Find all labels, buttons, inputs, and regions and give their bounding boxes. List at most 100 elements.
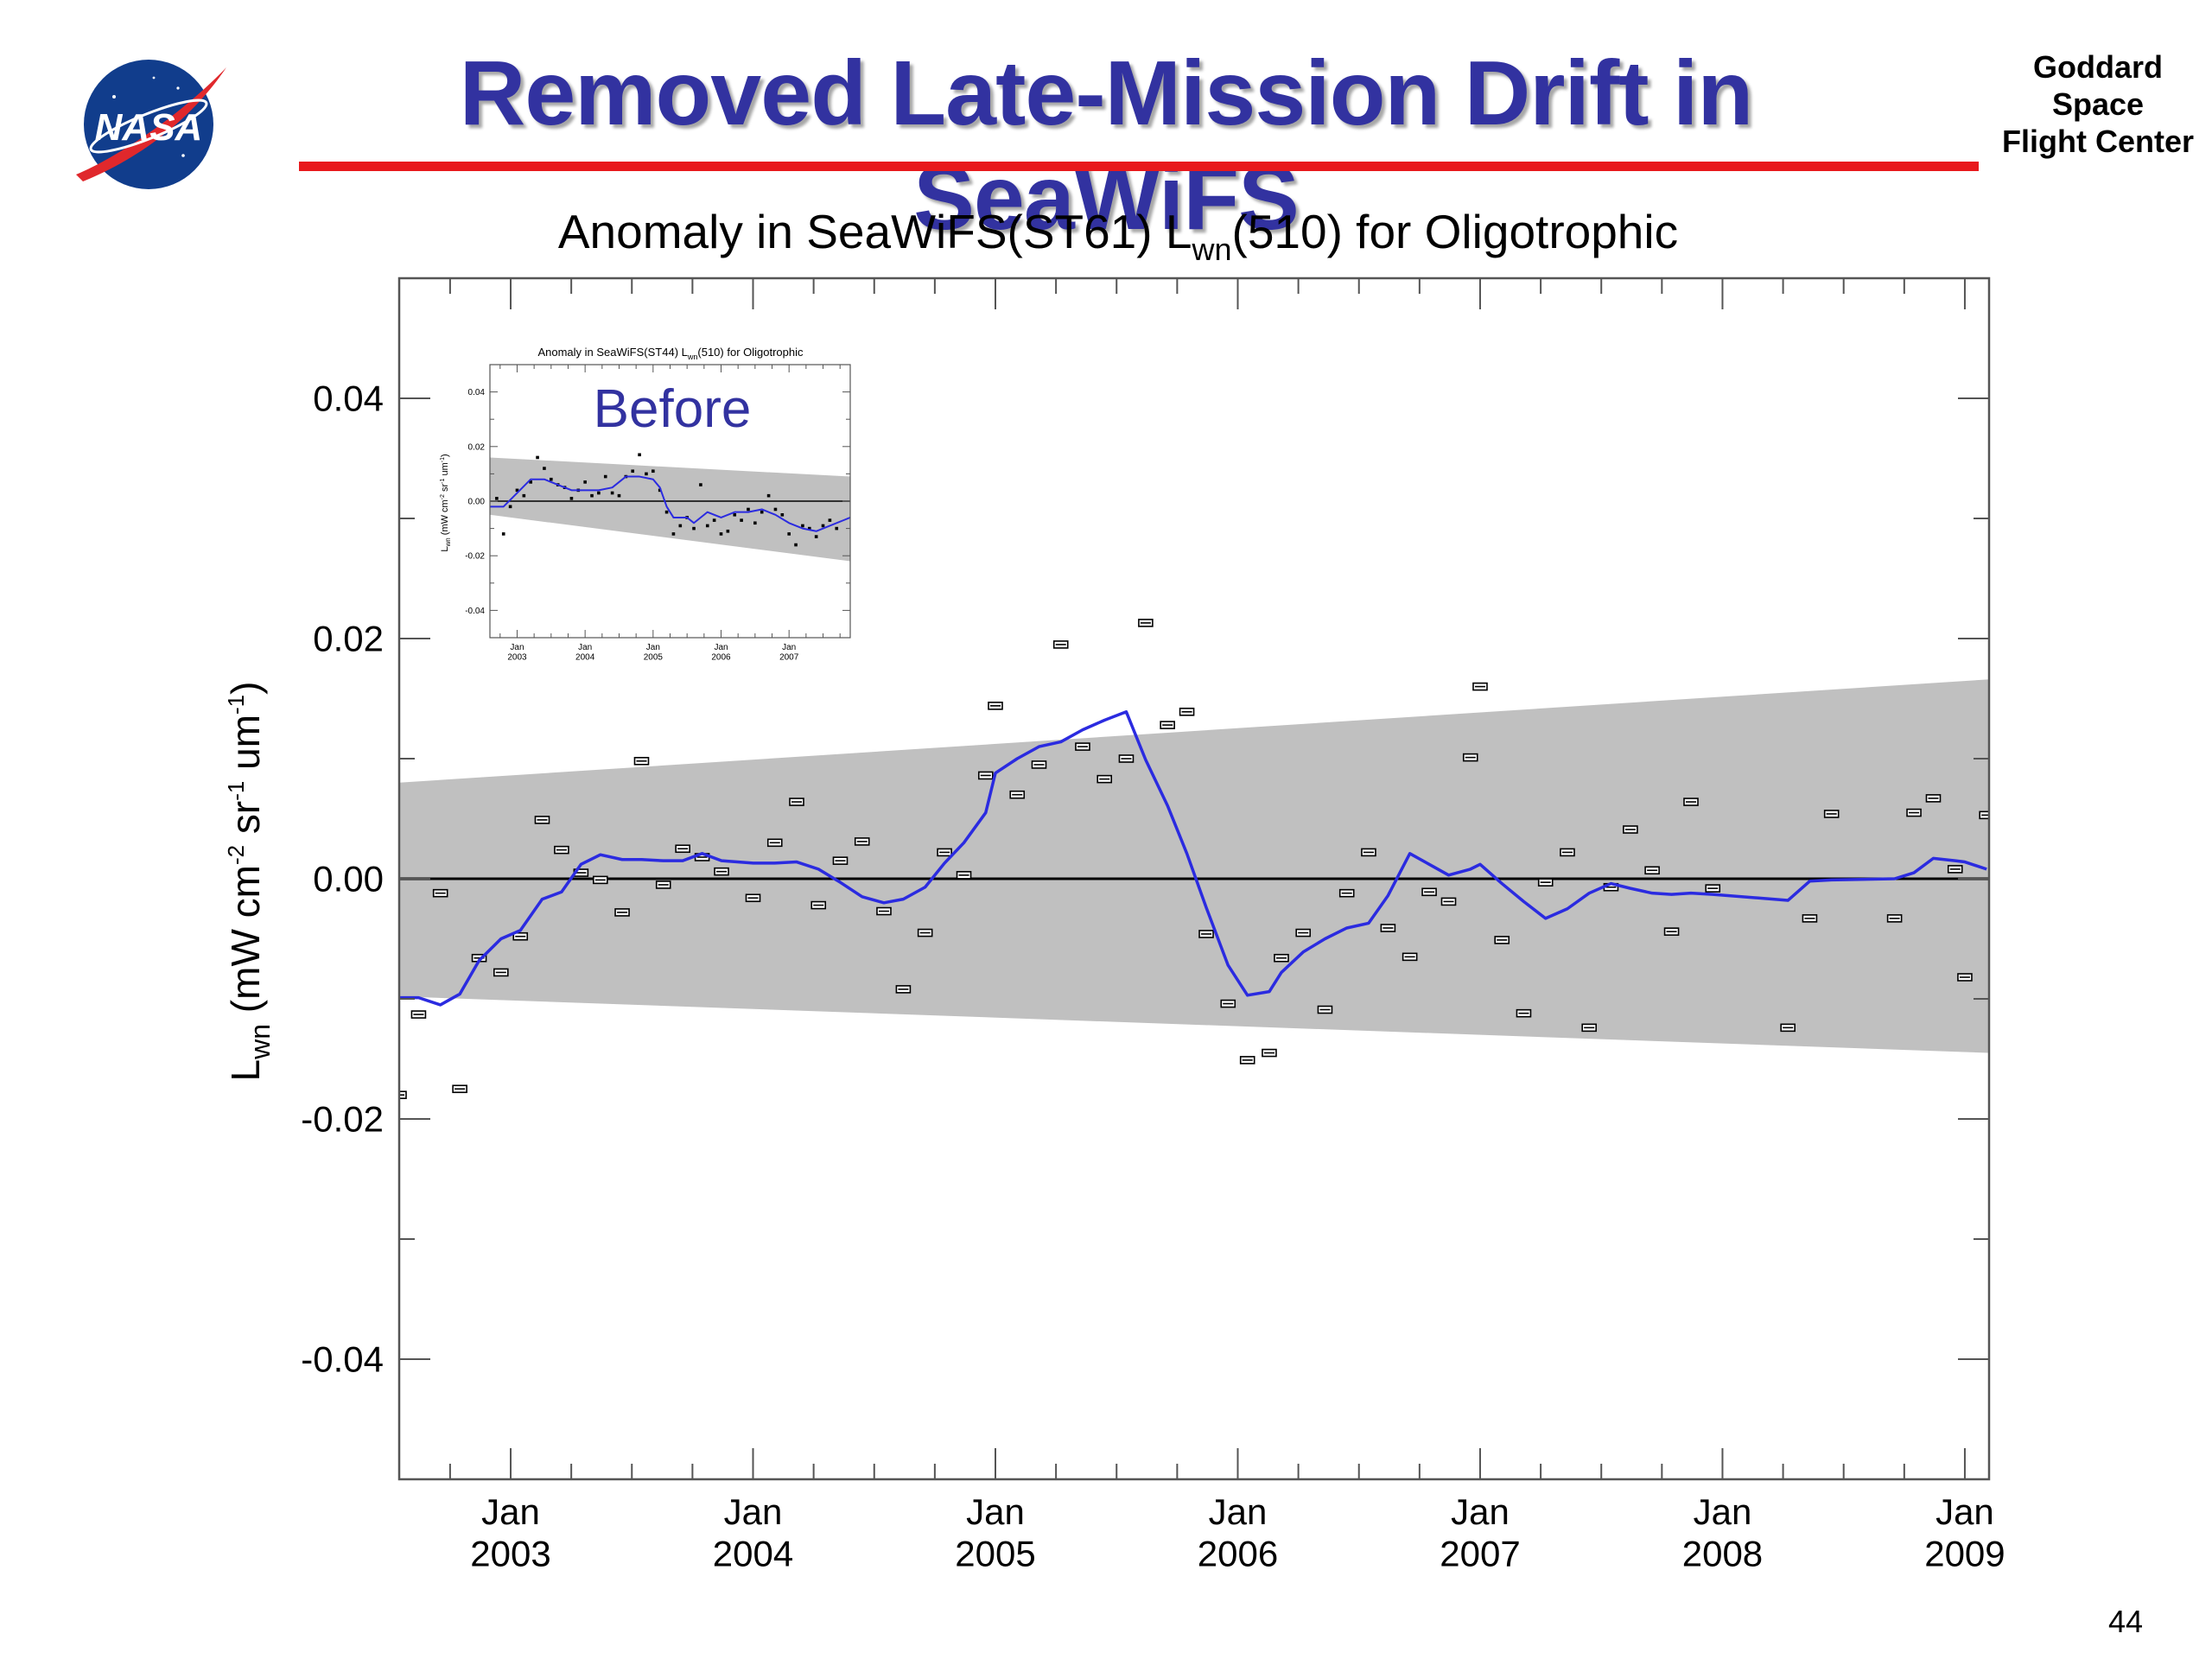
main-data-point bbox=[493, 968, 509, 977]
main-data-point bbox=[410, 1010, 427, 1019]
main-data-point bbox=[1031, 760, 1047, 769]
main-x-tick-label: Jan 2008 bbox=[1682, 1491, 1763, 1573]
main-x-tick-label-month: Jan bbox=[1451, 1491, 1510, 1532]
main-data-point bbox=[988, 702, 1003, 710]
inset-title-part-2: (510) for Oligotrophic bbox=[697, 346, 804, 359]
y-axis-label-part-3: sr bbox=[223, 801, 268, 845]
main-data-point bbox=[1402, 952, 1418, 962]
main-data-point bbox=[614, 908, 630, 917]
inset-y-axis-label: Lwn (mW cm-2 sr-1 um-1) bbox=[440, 454, 452, 551]
inset-ylabel-sup-2: -1 bbox=[440, 479, 446, 484]
main-x-tick-label-month: Jan bbox=[1936, 1491, 1994, 1532]
main-data-point bbox=[1494, 936, 1510, 944]
inset-x-tick-label-year: 2005 bbox=[644, 653, 664, 663]
inset-chart: Anomaly in SeaWiFS(ST44) Lwn(510) for Ol… bbox=[440, 346, 851, 663]
main-data-point bbox=[1198, 930, 1214, 938]
main-data-point bbox=[1380, 924, 1396, 932]
main-data-point bbox=[554, 845, 569, 855]
inset-ylabel-part-1: L bbox=[440, 547, 450, 552]
main-data-point bbox=[1052, 640, 1069, 649]
inset-y-tick-label: 0.02 bbox=[468, 442, 486, 452]
inset-x-tick-label: Jan 2007 bbox=[779, 643, 799, 663]
inset-data-point bbox=[719, 532, 723, 536]
inset-data-point bbox=[835, 526, 839, 531]
main-data-point bbox=[593, 875, 608, 885]
inset-smoothed-line bbox=[490, 475, 850, 532]
inset-title-part-1: Anomaly in SeaWiFS(ST44) L bbox=[537, 346, 687, 359]
y-axis-label-sub: wn bbox=[245, 1024, 276, 1060]
inset-uncertainty-band bbox=[490, 457, 850, 562]
main-y-tick-label: -0.02 bbox=[301, 1099, 384, 1140]
inset-ylabel-part-2: (mW cm bbox=[440, 499, 450, 537]
org-line-1: Goddard bbox=[2033, 49, 2163, 85]
inset-data-point bbox=[726, 529, 730, 533]
main-data-point bbox=[876, 906, 892, 916]
main-data-point bbox=[1440, 897, 1457, 906]
inset-y-tick-label: -0.02 bbox=[465, 552, 485, 562]
main-data-point bbox=[512, 931, 529, 941]
inset-data-point bbox=[699, 483, 702, 486]
main-x-tick-label-month: Jan bbox=[724, 1491, 783, 1532]
main-data-point bbox=[766, 838, 783, 848]
main-data-point bbox=[675, 844, 690, 854]
inset-x-tick-label-month: Jan bbox=[782, 643, 796, 652]
logo-text: NASA bbox=[95, 106, 203, 149]
y-axis-label-part-1: L bbox=[223, 1059, 268, 1082]
inset-x-tick-label: Jan 2005 bbox=[644, 643, 664, 663]
inset-y-tick-label: 0.04 bbox=[468, 388, 486, 397]
main-data-point bbox=[1823, 810, 1840, 818]
inset-data-point bbox=[603, 474, 607, 479]
inset-data-point bbox=[766, 493, 771, 498]
main-data-point bbox=[917, 928, 933, 938]
inset-data-point bbox=[631, 469, 635, 474]
inset-data-point bbox=[590, 493, 594, 498]
main-x-tick-label-month: Jan bbox=[481, 1491, 540, 1532]
y-axis-label-part-4: um bbox=[223, 715, 268, 781]
y-axis-label-sup-1: -2 bbox=[223, 845, 249, 865]
inset-data-point bbox=[597, 491, 601, 495]
inset-data-point bbox=[550, 477, 553, 481]
main-data-point bbox=[1979, 810, 1989, 820]
main-x-tick-label-year: 2006 bbox=[1198, 1533, 1278, 1573]
inset-before-label: Before bbox=[594, 379, 752, 439]
inset-ylabel-part-5: ) bbox=[440, 454, 450, 457]
main-data-point bbox=[1802, 914, 1818, 923]
inset-data-point bbox=[747, 507, 750, 512]
main-data-point bbox=[1274, 953, 1289, 963]
inset-x-tick-label-month: Jan bbox=[646, 643, 660, 652]
main-data-point bbox=[633, 756, 650, 766]
inset-data-point bbox=[536, 455, 539, 460]
main-data-point bbox=[1138, 619, 1154, 627]
inset-data-point bbox=[760, 510, 764, 514]
inset-data-point bbox=[529, 480, 533, 484]
main-data-point bbox=[1581, 1023, 1597, 1033]
main-data-point bbox=[977, 771, 994, 780]
inset-data-point bbox=[645, 472, 648, 476]
main-data-point bbox=[1239, 1056, 1255, 1065]
main-data-point bbox=[1683, 798, 1699, 806]
inset-data-point bbox=[705, 524, 709, 528]
chart-title-part-1: Anomaly in SeaWiFS(ST61) L bbox=[558, 205, 1192, 258]
main-data-point bbox=[854, 837, 870, 846]
main-y-tick-label: 0.00 bbox=[313, 859, 384, 899]
main-data-point bbox=[452, 1084, 467, 1094]
inset-data-point bbox=[814, 535, 818, 538]
inset-data-point bbox=[692, 526, 696, 531]
inset-data-point bbox=[522, 493, 526, 498]
main-data-point bbox=[956, 871, 972, 880]
main-x-tick-label: Jan 2005 bbox=[955, 1491, 1035, 1573]
inset-x-tick-label: Jan 2006 bbox=[711, 643, 731, 663]
inset-x-tick-label: Jan 2004 bbox=[575, 643, 595, 663]
inset-x-tick-label-year: 2004 bbox=[575, 653, 595, 663]
inset-data-point bbox=[515, 488, 519, 493]
main-data-point bbox=[1295, 928, 1312, 938]
main-data-point bbox=[1338, 888, 1355, 898]
main-data-point bbox=[1118, 754, 1135, 763]
main-data-point bbox=[1472, 682, 1488, 691]
inset-data-point bbox=[617, 493, 621, 498]
main-data-point bbox=[1361, 848, 1376, 857]
inset-x-tick-label-year: 2007 bbox=[779, 653, 799, 663]
inset-data-point bbox=[508, 505, 512, 509]
inset-data-point bbox=[610, 491, 614, 495]
main-x-tick-label-month: Jan bbox=[1694, 1491, 1752, 1532]
